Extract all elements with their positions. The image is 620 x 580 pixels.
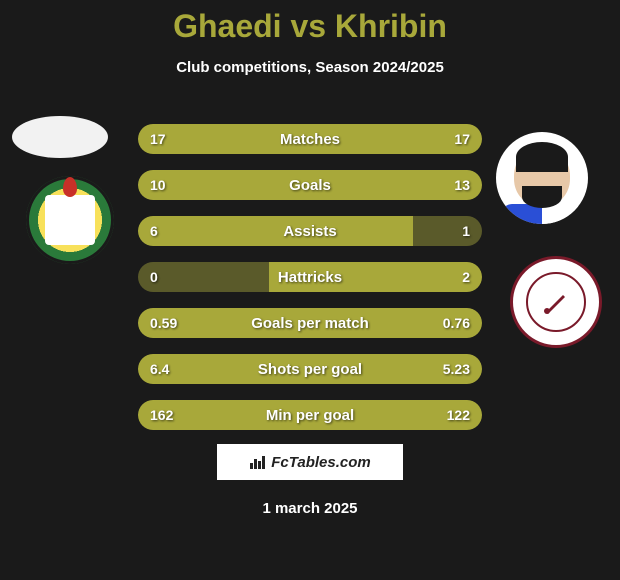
brand-text: FcTables.com (271, 454, 370, 471)
stat-row: 6 Assists 1 (138, 216, 482, 246)
stats-list: 17 Matches 17 10 Goals 13 6 Assists 1 0 … (138, 124, 482, 446)
player-face-icon (514, 146, 570, 206)
comparison-title: Ghaedi vs Khribin (0, 0, 620, 45)
stat-row: 6.4 Shots per goal 5.23 (138, 354, 482, 384)
stat-row: 10 Goals 13 (138, 170, 482, 200)
club-right-emblem (526, 272, 586, 332)
stat-label: Matches (138, 131, 482, 148)
brand-badge[interactable]: FcTables.com (217, 444, 403, 480)
club-left-logo (26, 176, 114, 264)
flame-icon (63, 177, 77, 197)
stat-label: Min per goal (138, 407, 482, 424)
stat-label: Shots per goal (138, 361, 482, 378)
stat-value-right: 0.76 (443, 315, 470, 331)
player-beard-icon (522, 186, 562, 208)
stat-label: Assists (138, 223, 482, 240)
bars-chart-icon (249, 454, 267, 470)
player-right-avatar (496, 132, 588, 224)
sword-icon (541, 287, 571, 317)
comparison-subtitle: Club competitions, Season 2024/2025 (0, 59, 620, 76)
stat-row: 17 Matches 17 (138, 124, 482, 154)
stat-value-right: 1 (462, 223, 470, 239)
stat-value-right: 2 (462, 269, 470, 285)
stat-row: 162 Min per goal 122 (138, 400, 482, 430)
club-right-logo (510, 256, 602, 348)
stat-label: Hattricks (138, 269, 482, 286)
stat-label: Goals (138, 177, 482, 194)
stat-value-right: 17 (454, 131, 470, 147)
comparison-card: Ghaedi vs Khribin Club competitions, Sea… (0, 0, 620, 580)
comparison-date: 1 march 2025 (0, 500, 620, 517)
stat-value-right: 5.23 (443, 361, 470, 377)
stat-label: Goals per match (138, 315, 482, 332)
stat-value-right: 13 (454, 177, 470, 193)
stat-row: 0 Hattricks 2 (138, 262, 482, 292)
player-left-avatar-placeholder (12, 116, 108, 158)
stat-row: 0.59 Goals per match 0.76 (138, 308, 482, 338)
player-hair-icon (516, 142, 568, 172)
stat-value-right: 122 (447, 407, 470, 423)
club-left-emblem (45, 195, 95, 245)
